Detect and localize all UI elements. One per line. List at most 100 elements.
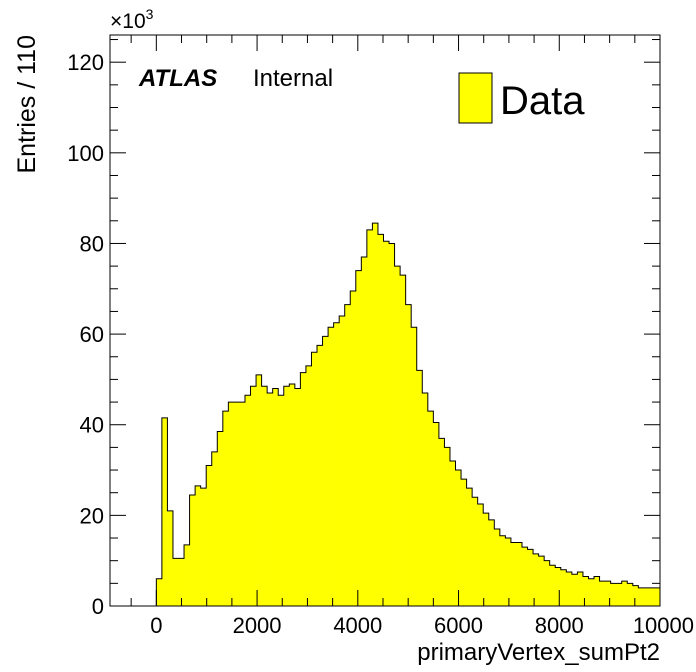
histogram-bar — [549, 565, 556, 606]
atlas-label: ATLAS — [138, 65, 217, 92]
histogram-bar — [643, 587, 650, 606]
histogram-bar — [394, 266, 401, 606]
x-axis-label: primaryVertex_sumPt2 — [417, 639, 660, 666]
histogram-bar — [610, 583, 617, 606]
histogram-bar — [305, 365, 312, 606]
histogram-bar — [333, 322, 340, 606]
y-tick-label: 80 — [80, 231, 104, 256]
x-tick-label: 0 — [150, 613, 162, 638]
histogram-bar — [599, 581, 606, 606]
histogram-bar — [161, 417, 168, 606]
histogram-bar — [433, 422, 440, 606]
histogram-bar — [582, 576, 589, 606]
histogram-bar — [156, 578, 163, 606]
histogram-bar — [577, 572, 584, 606]
histogram-bar — [300, 372, 307, 606]
histogram-bar — [438, 438, 445, 606]
y-tick-label: 100 — [67, 141, 104, 166]
histogram-bar — [455, 470, 462, 606]
histogram-bar — [444, 447, 451, 606]
histogram-bar — [272, 388, 279, 606]
histogram-bar — [566, 572, 573, 606]
histogram-bar — [172, 558, 179, 606]
histogram-bar — [483, 513, 490, 606]
histogram-bar — [377, 234, 384, 606]
histogram-bar — [350, 291, 357, 606]
histogram-bar — [449, 460, 456, 606]
histogram-bar — [228, 402, 235, 606]
histogram-bar — [544, 560, 550, 606]
histogram-bar — [466, 488, 473, 606]
histogram-bar — [627, 583, 634, 606]
histogram-bar — [632, 585, 639, 606]
histogram-bar — [184, 544, 190, 606]
y-axis-ticks: 0 20 40 60 80 100 120 — [67, 39, 660, 619]
histogram-bar — [372, 223, 379, 607]
histogram-bar — [499, 535, 506, 606]
legend-label-data: Data — [500, 79, 585, 123]
histogram-bar — [416, 370, 423, 606]
histogram-bar — [422, 393, 429, 606]
histogram-bar — [267, 393, 273, 606]
histogram-bar — [533, 553, 539, 606]
x-tick-label: 8000 — [535, 613, 584, 638]
histogram-bar — [560, 569, 567, 606]
histogram-bar — [477, 504, 484, 606]
histogram-bar — [328, 327, 334, 606]
histogram-bar — [189, 494, 196, 606]
histogram-bar — [167, 510, 174, 606]
histogram-bar — [355, 270, 362, 606]
y-tick-label: 20 — [80, 503, 104, 528]
histogram-bar — [588, 578, 595, 606]
histogram-bar — [200, 488, 207, 606]
x-axis-ticks: 0 2000 4000 6000 8000 10000 — [130, 35, 694, 638]
legend-swatch-data — [458, 72, 493, 124]
histogram-bar — [400, 275, 406, 606]
histogram-bar — [405, 304, 412, 606]
histogram-bar — [278, 395, 285, 606]
histogram-bar — [461, 479, 467, 606]
histogram-bar — [555, 567, 562, 606]
histogram-bar — [616, 583, 623, 606]
histogram-bar — [217, 431, 224, 606]
histogram-bar — [294, 388, 301, 606]
histogram-bar — [289, 383, 296, 606]
histogram-bar — [488, 519, 495, 606]
histogram-bar — [510, 542, 517, 606]
histogram-bar — [244, 395, 251, 606]
histogram-bar — [527, 549, 534, 606]
histogram-bar — [654, 587, 661, 606]
y-tick-label: 120 — [67, 50, 104, 75]
internal-label: Internal — [253, 65, 333, 92]
histogram-bar — [366, 229, 373, 606]
y-tick-label: 0 — [92, 594, 104, 619]
histogram-bar — [239, 402, 246, 606]
histogram-bar — [206, 465, 213, 606]
histogram-bar — [344, 304, 351, 606]
histogram-bar — [538, 556, 545, 606]
histogram-bar — [383, 241, 390, 606]
histogram-bar — [621, 581, 628, 606]
histogram-bar — [638, 587, 645, 606]
histogram-bar — [283, 386, 290, 606]
histogram-bar — [494, 528, 501, 606]
histogram-bar — [211, 451, 218, 606]
histogram-bar — [411, 327, 418, 606]
histogram-bar — [256, 374, 262, 606]
x-tick-label: 2000 — [233, 613, 282, 638]
histogram-bar — [571, 574, 578, 606]
histogram-bar — [516, 542, 523, 606]
histogram-bar — [521, 547, 528, 606]
histogram-bars — [156, 223, 661, 607]
x-tick-label: 10000 — [633, 613, 694, 638]
histogram-bar — [389, 243, 395, 606]
histogram-bar — [649, 587, 656, 606]
histogram-bar — [195, 485, 201, 606]
y-axis-multiplier: ×103 — [110, 6, 154, 33]
x-tick-label: 6000 — [434, 613, 483, 638]
y-axis-label: Entries / 110 — [13, 35, 41, 174]
histogram-bar — [594, 576, 600, 606]
x-tick-label: 4000 — [333, 613, 382, 638]
y-tick-label: 60 — [80, 322, 104, 347]
